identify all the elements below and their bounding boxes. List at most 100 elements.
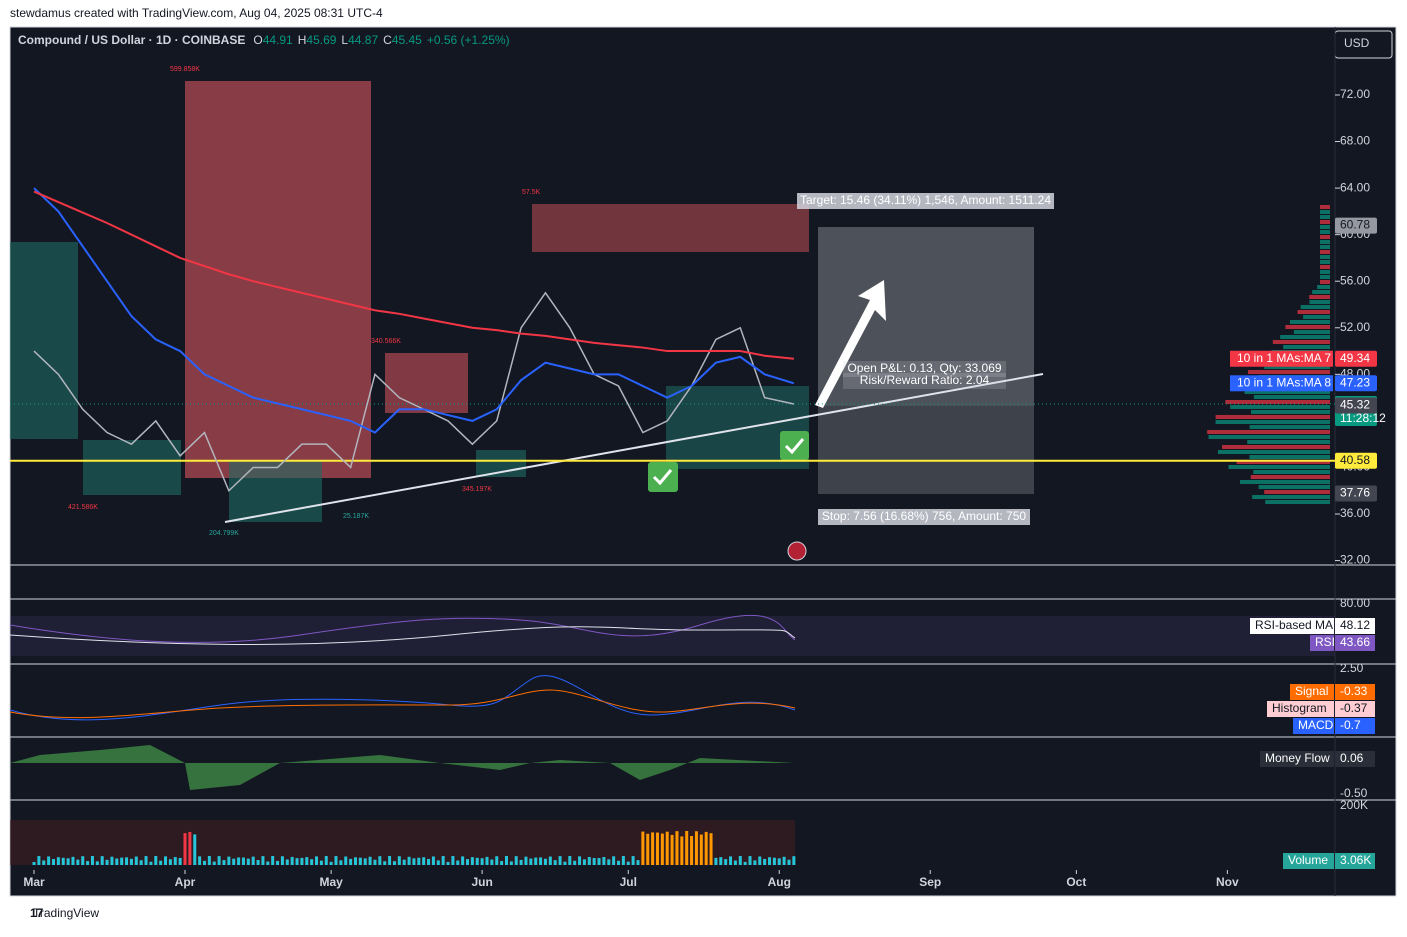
ohlc-label: O <box>253 33 262 47</box>
profile-bar <box>1303 315 1330 319</box>
volume-bar <box>709 833 713 865</box>
profile-bar <box>1297 310 1330 314</box>
pane-tick-label: -0.50 <box>1340 786 1368 800</box>
zone <box>10 242 78 439</box>
volume-bar <box>587 857 591 865</box>
volume-bar <box>285 859 289 865</box>
volume-bar <box>397 856 401 865</box>
volume-bar <box>719 857 723 865</box>
position-label: Stop: 7.56 (16.68%) 756, Amount: 750 <box>822 509 1026 523</box>
profile-bar <box>1293 330 1330 334</box>
price-tag <box>1335 397 1377 414</box>
profile-bar <box>1320 275 1330 279</box>
volume-bar <box>446 861 450 865</box>
x-tick-label: Oct <box>1066 875 1086 889</box>
volume-bar <box>290 856 294 865</box>
price-tag-value: 37.76 <box>1340 486 1370 500</box>
volume-bar <box>470 857 474 865</box>
volume-bar <box>738 856 742 865</box>
volume-bar <box>339 860 343 865</box>
profile-bar <box>1320 215 1330 219</box>
volume-bar <box>378 856 382 865</box>
volume-bar <box>353 857 357 865</box>
volume-bar <box>490 859 494 865</box>
volume-bar <box>694 831 698 865</box>
profile-bar <box>1253 470 1330 474</box>
chip-value-bg <box>1335 751 1375 767</box>
profile-bar <box>1225 400 1330 404</box>
volume-bar <box>198 856 202 865</box>
volume-bar <box>300 857 304 865</box>
zone <box>83 440 181 495</box>
profile-bar <box>1251 410 1330 414</box>
volume-bar <box>237 857 241 865</box>
volume-bar <box>71 856 75 865</box>
volume-bar <box>412 858 416 865</box>
price-tag-value: 45.32 <box>1340 398 1370 412</box>
volume-annotation: 25.187K <box>343 513 369 520</box>
y-tick-label: 68.00 <box>1340 134 1370 148</box>
volume-annotation: 599.858K <box>170 66 200 73</box>
volume-bar <box>329 861 333 865</box>
rsi-band <box>10 616 1335 656</box>
pane-tick-label: 200K <box>1340 798 1368 812</box>
profile-bar <box>1320 210 1330 214</box>
volume-bar <box>217 856 221 865</box>
volume-bar <box>724 859 728 865</box>
money-flow-area <box>10 745 795 790</box>
volume-bar <box>558 856 562 865</box>
position-label-bg <box>843 361 1006 377</box>
profile-bar <box>1317 285 1330 289</box>
profile-bar <box>1320 230 1330 234</box>
chip-name-bg <box>1250 618 1334 634</box>
chip-value-bg <box>1335 853 1375 869</box>
profile-bar <box>1283 345 1330 349</box>
volume-bar <box>305 857 309 865</box>
volume-bar <box>417 857 421 865</box>
profile-bar <box>1309 300 1330 304</box>
volume-bar <box>529 858 533 865</box>
profile-bar <box>1264 490 1330 494</box>
volume-bar <box>383 861 387 865</box>
profile-bar <box>1265 500 1330 504</box>
volume-bar <box>86 861 90 865</box>
volume-bar <box>168 859 172 865</box>
volume-bar <box>539 857 543 865</box>
chip-name-bg <box>1267 701 1334 717</box>
y-tick-label: 52.00 <box>1340 320 1370 334</box>
volume-bar <box>553 860 557 865</box>
x-tick-label: Jul <box>620 875 637 889</box>
volume-bar <box>690 836 694 865</box>
volume-bar <box>582 859 586 865</box>
series-line <box>33 187 795 434</box>
volume-bar <box>714 857 718 865</box>
profile-bar <box>1300 305 1330 309</box>
profile-bar <box>1253 395 1330 399</box>
volume-bar <box>319 860 323 865</box>
volume-bar <box>431 856 435 865</box>
tag-name-bg <box>1230 350 1333 367</box>
volume-annotation: 57.5K <box>522 189 541 196</box>
zone <box>229 460 322 522</box>
volume-bar <box>47 856 51 865</box>
profile-bar <box>1250 475 1330 479</box>
y-tick-label: 32.00 <box>1340 553 1370 567</box>
volume-bar <box>422 857 426 865</box>
volume-bar <box>646 833 650 865</box>
profile-bar <box>1230 405 1330 409</box>
price-tag <box>1335 350 1377 367</box>
profile-bar <box>1320 225 1330 229</box>
profile-bar <box>1222 445 1330 449</box>
profile-bar <box>1264 365 1330 369</box>
volume-bar <box>193 834 197 865</box>
volume-bar <box>451 856 455 865</box>
volume-bar <box>504 856 508 865</box>
volume-bar <box>680 836 684 865</box>
chip-value: -0.33 <box>1340 684 1368 698</box>
footer: TradingView <box>33 906 99 920</box>
volume-bar <box>660 833 664 865</box>
profile-bar <box>1320 205 1330 209</box>
volume-bar <box>183 833 187 865</box>
volume-bar <box>105 859 109 865</box>
target-area <box>818 227 1034 406</box>
